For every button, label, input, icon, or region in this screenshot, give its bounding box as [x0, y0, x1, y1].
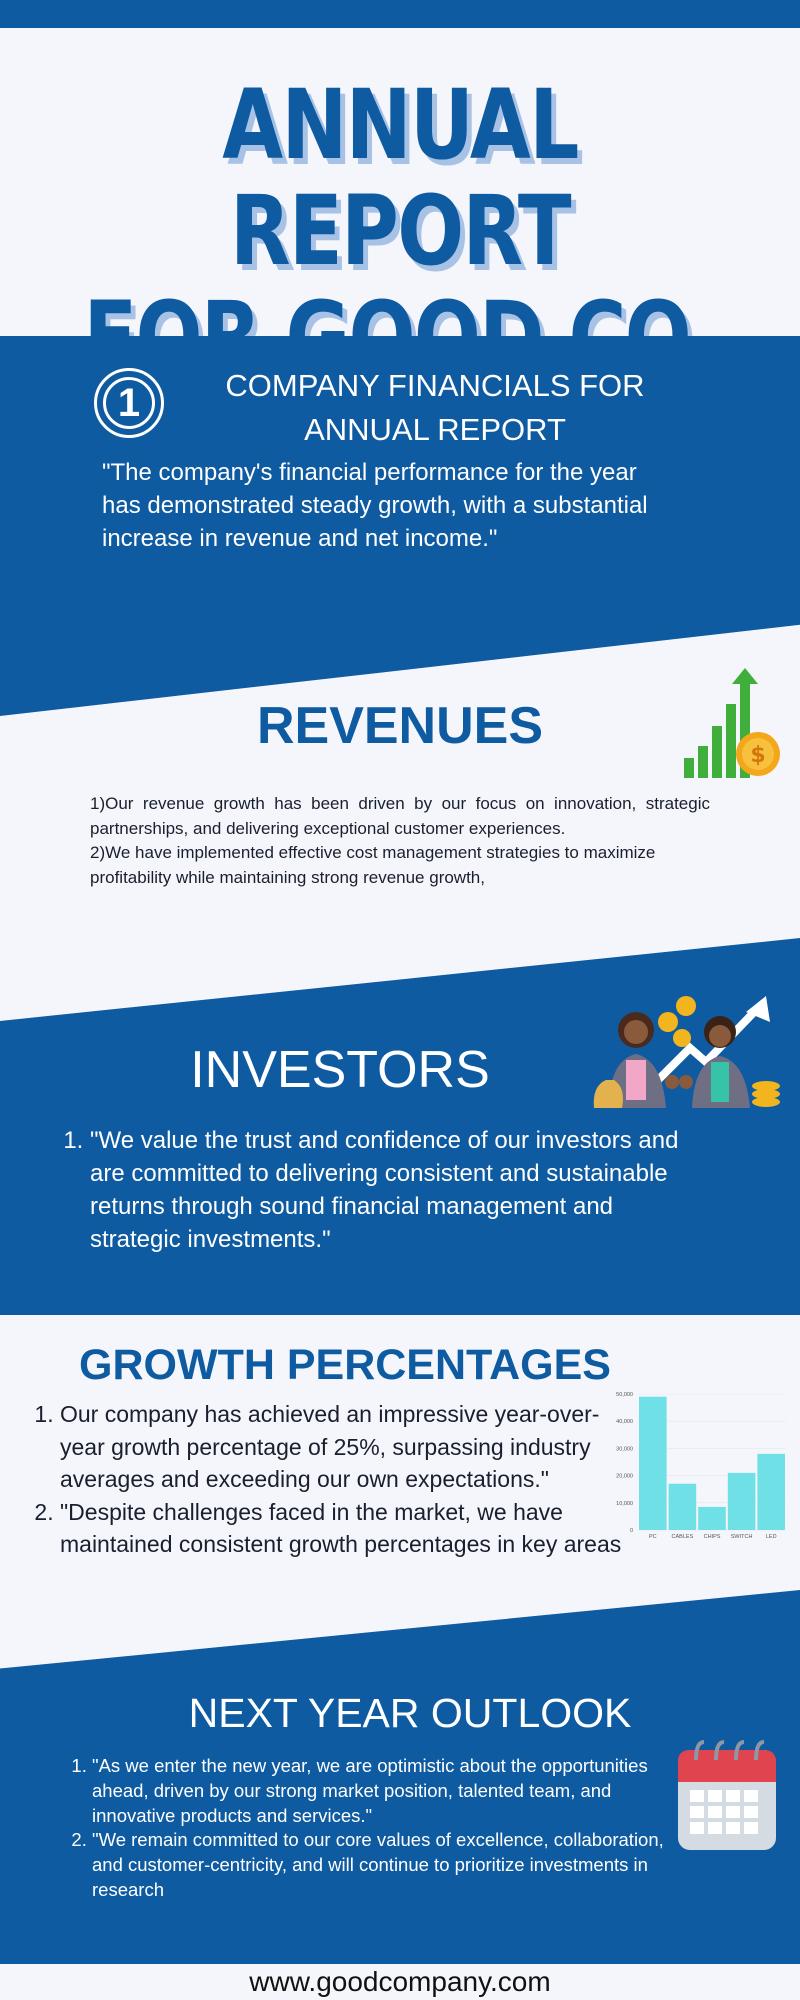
svg-text:$: $: [750, 743, 765, 768]
chart-x-tick-label: CABLES: [672, 1534, 694, 1540]
revenues-point-2: 2)We have implemented effective cost man…: [90, 843, 656, 887]
financials-quote: "The company's financial performance for…: [102, 459, 648, 552]
investors-handshake-illustration: [593, 996, 780, 1108]
chart-y-tick-label: 20,000: [616, 1474, 633, 1480]
chart-x-tick-label: SWITCH: [731, 1534, 753, 1540]
chart-y-tick-label: 10,000: [616, 1501, 633, 1507]
chart-bar: [698, 1506, 726, 1530]
chart-y-tick-label: 40,000: [616, 1419, 633, 1425]
top-bar: [0, 0, 800, 28]
financials-title: COMPANY FINANCIALS FOR ANNUAL REPORT: [225, 368, 645, 447]
chart-x-tick-label: CHIPS: [704, 1534, 721, 1540]
investors-title: INVESTORS: [190, 1041, 490, 1099]
chart-y-tick-label: 50,000: [616, 1392, 633, 1398]
chart-y-tick-label: 0: [630, 1528, 633, 1534]
growth-title: GROWTH PERCENTAGES: [79, 1341, 611, 1389]
section-number: 1: [103, 377, 155, 429]
outlook-item-2: "We remain committed to our core values …: [92, 1828, 692, 1902]
chart-bar: [727, 1472, 756, 1530]
growth-bar-chart: 0 10,000 20,000 30,000 40,000 50,000 PC CABLES C…: [616, 1392, 786, 1540]
growth-item-2: "Despite challenges faced in the market,…: [60, 1496, 640, 1561]
section-number-badge: 1: [94, 368, 164, 438]
outlook-list: "As we enter the new year, we are optimi…: [56, 1754, 692, 1903]
outlook-title: NEXT YEAR OUTLOOK: [188, 1690, 632, 1736]
footer-url[interactable]: www.goodcompany.com: [249, 1966, 551, 1997]
chart-bar: [757, 1453, 785, 1530]
title-line-1: ANNUAL REPORT: [222, 69, 579, 287]
revenues-point-1: 1)Our revenue growth has been driven by …: [90, 794, 710, 838]
investors-item: "We value the trust and confidence of ou…: [90, 1124, 690, 1256]
chart-x-tick-label: LED: [766, 1534, 777, 1540]
growth-chart-icon: $: [684, 668, 780, 778]
chart-x-tick-label: PC: [649, 1534, 657, 1540]
chart-bar: [668, 1483, 697, 1530]
outlook-item-1: "As we enter the new year, we are optimi…: [92, 1754, 692, 1828]
chart-bar: [639, 1396, 667, 1530]
growth-item-1: Our company has achieved an impressive y…: [60, 1398, 640, 1496]
growth-list: Our company has achieved an impressive y…: [24, 1398, 640, 1561]
calendar-icon: [678, 1740, 776, 1850]
revenues-title: REVENUES: [256, 697, 544, 755]
investors-list: "We value the trust and confidence of ou…: [54, 1124, 690, 1256]
revenues-text: 1)Our revenue growth has been driven by …: [90, 792, 710, 890]
chart-y-tick-label: 30,000: [616, 1446, 633, 1452]
